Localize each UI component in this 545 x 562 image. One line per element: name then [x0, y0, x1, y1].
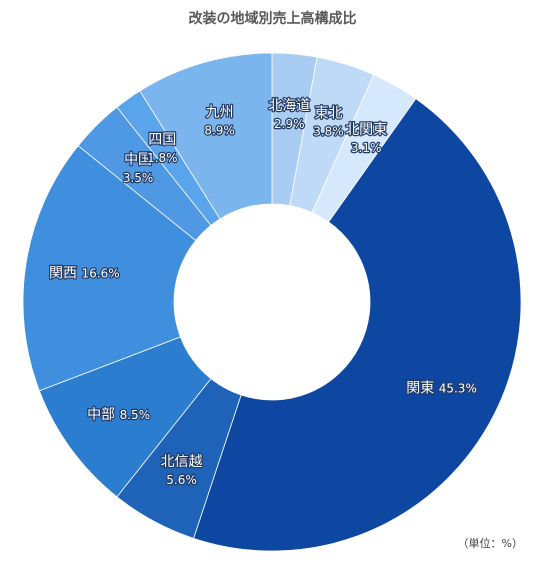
slice-label-1: 東北 3.8%	[313, 106, 344, 139]
unit-note: （単位：%）	[457, 537, 523, 550]
slices-group	[22, 52, 522, 552]
slice-label-4: 北信越 5.6%	[161, 454, 203, 487]
slice-9	[139, 52, 273, 220]
slice-label-5: 中部 8.5%	[87, 407, 150, 423]
slice-label-0: 北海道 2.9%	[268, 98, 310, 131]
labels-group: 北海道 2.9%東北 3.8% 北関東 3.1% 関東 45.3% 北信越 5.6% 中部 8.…	[48, 97, 478, 489]
slice-label-3: 関東 45.3%	[406, 381, 477, 397]
slice-6	[22, 145, 197, 392]
slice-label-9: 九州 8.9%	[204, 104, 235, 137]
slice-label-2: 北関東 3.1%	[345, 122, 387, 155]
slice-3	[193, 98, 522, 552]
slice-label-6: 関西 16.6%	[49, 265, 120, 281]
slice-label-8: 四国 1.8%	[147, 132, 178, 165]
slice-label-7: 中国 3.5%	[123, 152, 154, 185]
chart-title: 改装の地域別売上高構成比	[188, 11, 357, 27]
